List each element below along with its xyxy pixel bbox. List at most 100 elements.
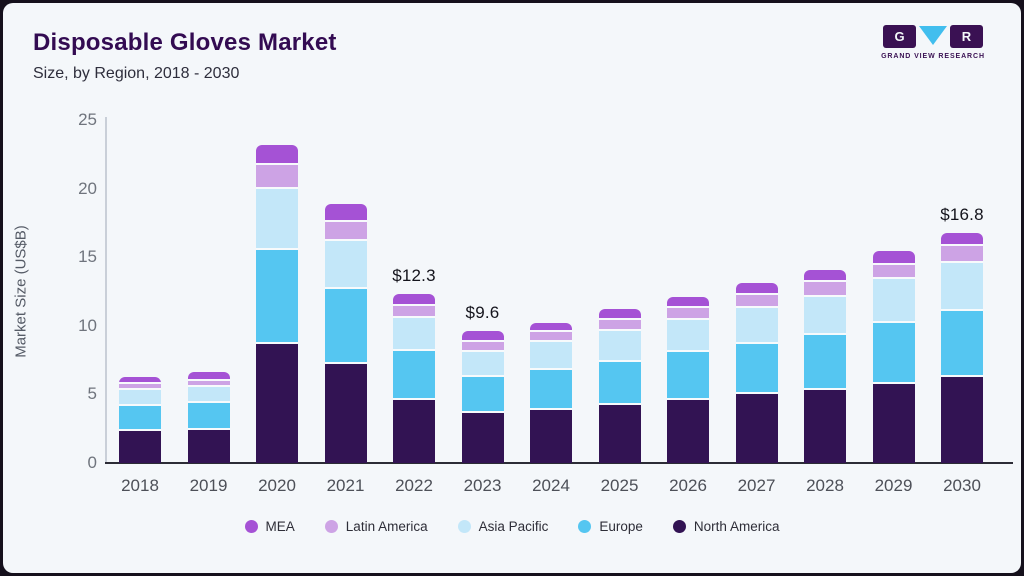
bar-segment-north-america: [804, 390, 846, 463]
bar-2026: [667, 297, 709, 463]
bar-segment-north-america: [187, 430, 230, 463]
y-axis-tick-label: 25: [78, 110, 97, 129]
x-axis-tick-label: 2027: [737, 476, 776, 495]
bar-segment-north-america: [872, 384, 915, 463]
bar-segment-asia-pacific: [735, 307, 778, 344]
legend-dot-icon: [244, 520, 258, 533]
bar-segment-north-america: [461, 412, 504, 463]
bar-segment-north-america: [941, 376, 983, 463]
logo-caption: GRAND VIEW RESEARCH: [881, 53, 985, 60]
x-axis-tick-label: 2019: [189, 476, 228, 495]
x-axis-tick-label: 2030: [943, 476, 981, 495]
x-axis-tick-label: 2025: [600, 476, 639, 495]
bar-segment-mea: [598, 309, 641, 321]
legend-label: Latin America: [345, 519, 428, 534]
bar-2025: [598, 309, 641, 463]
x-axis-tick-label: 2018: [121, 476, 159, 495]
bar-value-label: $9.6: [465, 303, 500, 323]
bar-segment-asia-pacific: [324, 240, 367, 290]
bar-segment-latin-america: [256, 164, 298, 190]
page-subtitle: Size, by Region, 2018 - 2030: [33, 65, 240, 82]
bar-value-label: $12.3: [392, 266, 436, 286]
logo-letter-r: R: [950, 25, 983, 48]
bar-segment-latin-america: [119, 384, 161, 391]
bar-segment-mea: [324, 204, 367, 222]
legend-label: Europe: [599, 519, 643, 534]
bar-2019: [187, 372, 230, 463]
bar-segment-latin-america: [461, 341, 504, 352]
bar-segment-asia-pacific: [119, 390, 161, 407]
bar-segment-north-america: [119, 431, 161, 463]
bar-segment-europe: [735, 343, 778, 395]
bar-segment-asia-pacific: [872, 278, 915, 324]
bar-segment-asia-pacific: [598, 331, 641, 362]
bar-segment-mea: [187, 372, 230, 382]
logo-glyphs: G R: [881, 25, 985, 49]
bar-segment-europe: [941, 310, 983, 377]
legend-item-mea: MEA: [244, 519, 295, 534]
bar-segment-latin-america: [598, 320, 641, 332]
bar-2029: [872, 251, 915, 463]
stacked-bar-chart: Market Size (US$B) 0 5 10 15 20 25 2018 2019 202…: [3, 3, 1021, 573]
grand-view-research-logo: G R GRAND VIEW RESEARCH: [881, 25, 985, 60]
x-axis-tick-label: 2026: [669, 476, 707, 495]
bar-segment-latin-america: [872, 264, 915, 279]
bar-segment-mea: [119, 377, 161, 385]
bar-segment-latin-america: [530, 332, 572, 343]
bar-segment-europe: [119, 406, 161, 432]
bar-segment-europe: [872, 323, 915, 385]
x-axis-tick-label: 2021: [326, 476, 365, 495]
bar-segment-europe: [187, 403, 230, 431]
bar-segment-asia-pacific: [461, 351, 504, 377]
bar-2030: [941, 232, 983, 463]
legend-dot-icon: [672, 520, 686, 533]
bar-segment-asia-pacific: [667, 320, 709, 352]
bar-segment-europe: [461, 376, 504, 413]
bar-segment-north-america: [667, 399, 709, 463]
y-axis-tick-label: 10: [78, 315, 97, 335]
y-axis-tick-label: 0: [87, 453, 97, 472]
bar-segment-north-america: [735, 394, 778, 463]
x-axis-tick-label: 2024: [532, 476, 570, 495]
bar-segment-mea: [804, 269, 846, 282]
bar-segment-north-america: [598, 405, 641, 463]
bar-segment-mea: [256, 144, 298, 165]
bar-segment-north-america: [393, 399, 435, 463]
bar-2028: [804, 269, 846, 463]
x-axis-tick-label: 2022: [395, 476, 433, 495]
logo-letter-g: G: [883, 25, 916, 48]
bar-2024: [530, 323, 572, 463]
bar-segment-asia-pacific: [530, 342, 572, 370]
y-axis-title: Market Size (US$B): [12, 225, 30, 358]
legend-dot-icon: [324, 520, 338, 533]
bar-2027: [735, 282, 778, 463]
bar-segment-latin-america: [735, 294, 778, 308]
bar-segment-mea: [735, 282, 778, 295]
bar-segment-mea: [872, 251, 915, 265]
bar-2021: [324, 204, 367, 463]
bar-segment-europe: [256, 250, 298, 344]
bar-segment-asia-pacific: [941, 263, 983, 311]
y-axis-tick-label: 20: [78, 178, 97, 198]
bar-segment-europe: [598, 361, 641, 406]
bar-segment-north-america: [530, 409, 572, 463]
bar-segment-latin-america: [393, 305, 435, 319]
x-axis-tick-label: 2023: [463, 476, 502, 495]
legend-label: Asia Pacific: [478, 519, 549, 534]
bar-segment-asia-pacific: [187, 386, 230, 404]
bar-segment-europe: [324, 289, 367, 365]
bar-segment-mea: [667, 297, 709, 308]
bar-segment-latin-america: [941, 246, 983, 264]
x-axis-tick-label: 2028: [806, 476, 844, 495]
bar-segment-europe: [530, 369, 572, 410]
logo-triangle-icon: [919, 26, 947, 45]
bar-segment-latin-america: [324, 221, 367, 241]
report-card: Disposable Gloves Market Size, by Region…: [3, 3, 1021, 573]
legend-dot-icon: [578, 520, 592, 533]
legend-dot-icon: [457, 520, 471, 533]
bar-segment-europe: [804, 334, 846, 391]
page-title: Disposable Gloves Market: [33, 29, 337, 56]
bar-segment-europe: [393, 350, 435, 400]
x-axis-tick-label: 2020: [258, 476, 296, 495]
bar-2018: [119, 377, 161, 463]
